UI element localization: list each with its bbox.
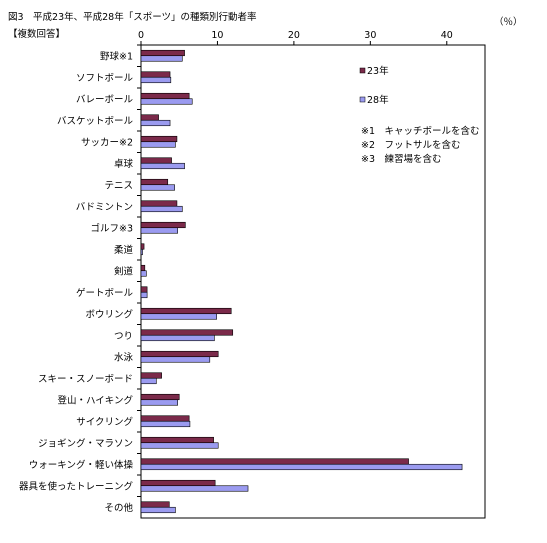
bar-28 (140, 334, 215, 342)
bar-28 (140, 184, 175, 191)
category-label: ゲートボール (76, 287, 134, 299)
legend-swatch (359, 67, 366, 74)
bar-28 (140, 162, 185, 170)
legend-label: 23年 (367, 65, 389, 77)
bar-23 (140, 243, 145, 250)
category-label: 柔道 (114, 244, 134, 256)
legend-swatch (359, 96, 366, 103)
bar-23 (140, 307, 232, 315)
bar-28 (140, 485, 249, 492)
category-label: ソフトボール (76, 73, 134, 84)
bar-23 (140, 157, 172, 164)
bar-28 (140, 227, 178, 234)
category-label: 器具を使ったトレーニング (19, 480, 134, 492)
bar-23 (140, 350, 219, 358)
category-label: バスケットボール (57, 116, 134, 127)
note-1: ※1 キャッチボールを含む (361, 126, 480, 137)
category-label: 登山・ハイキング (57, 394, 133, 406)
bar-28 (140, 205, 183, 213)
category-label: ジョギング・マラソン (38, 437, 133, 449)
bar-28 (140, 399, 178, 406)
category-label: テニス (104, 180, 133, 191)
bar-28 (140, 248, 143, 256)
category-label: バレーボール (76, 94, 134, 105)
bar-28 (140, 377, 157, 385)
bar-23 (140, 393, 180, 401)
bar-28 (140, 313, 217, 320)
note-2: ※2 フットサルを含む (361, 140, 461, 151)
bar-23 (140, 71, 171, 78)
bar-23 (140, 200, 178, 207)
bar-28 (140, 442, 219, 449)
category-label: サイクリング (76, 416, 133, 428)
chart-title: 図3 平成23年、平成28年「スポーツ」の種類別行動者率 (8, 12, 257, 23)
chart-subtitle: 【複数回答】 (8, 29, 66, 40)
category-label: ゴルフ※3 (90, 222, 133, 234)
bar-23 (140, 92, 190, 100)
category-label: つり (114, 331, 133, 342)
bar-23 (140, 436, 214, 444)
bar-28 (140, 356, 211, 363)
bar-28 (140, 141, 176, 148)
bar-23 (140, 458, 409, 465)
bar-23 (140, 221, 186, 229)
bar-23 (140, 264, 146, 272)
x-tick-label: 30 (364, 30, 376, 41)
category-label: その他 (104, 502, 133, 514)
bar-28 (140, 270, 147, 277)
bar-23 (140, 479, 216, 487)
x-tick-label: 10 (211, 30, 223, 41)
bar-23 (140, 501, 170, 508)
bar-28 (140, 291, 148, 299)
x-tick-label: 40 (441, 30, 453, 41)
bar-23 (140, 372, 162, 379)
x-tick-label: 20 (288, 30, 300, 41)
category-label: ボウリング (85, 308, 133, 320)
category-label: 卓球 (114, 158, 134, 170)
bar-28 (140, 119, 171, 127)
x-tick-label: 0 (138, 30, 144, 41)
bar-23 (140, 49, 185, 57)
category-label: 水泳 (114, 351, 134, 363)
bar-23 (140, 286, 148, 293)
unit-label: （％） (494, 17, 523, 28)
category-label: 剣道 (114, 265, 134, 277)
bar-23 (140, 415, 190, 422)
bar-23 (140, 178, 169, 186)
legend-label: 28年 (367, 94, 389, 106)
note-3: ※3 練習場を含む (361, 154, 442, 165)
category-label: 野球※1 (100, 50, 133, 62)
bar-23 (140, 114, 159, 121)
bar-28 (140, 98, 193, 105)
bar-23 (140, 135, 178, 143)
category-label: スキー・スノーボード (38, 374, 133, 385)
category-label: ウォーキング・軽い体操 (29, 459, 134, 471)
bar-28 (140, 76, 172, 84)
category-label: バドミントン (76, 202, 133, 213)
bar-28 (140, 55, 183, 62)
bar-23 (140, 329, 234, 336)
bar-28 (140, 463, 463, 471)
bar-28 (140, 420, 191, 428)
category-label: サッカー※2 (81, 137, 133, 148)
bar-28 (140, 506, 176, 514)
